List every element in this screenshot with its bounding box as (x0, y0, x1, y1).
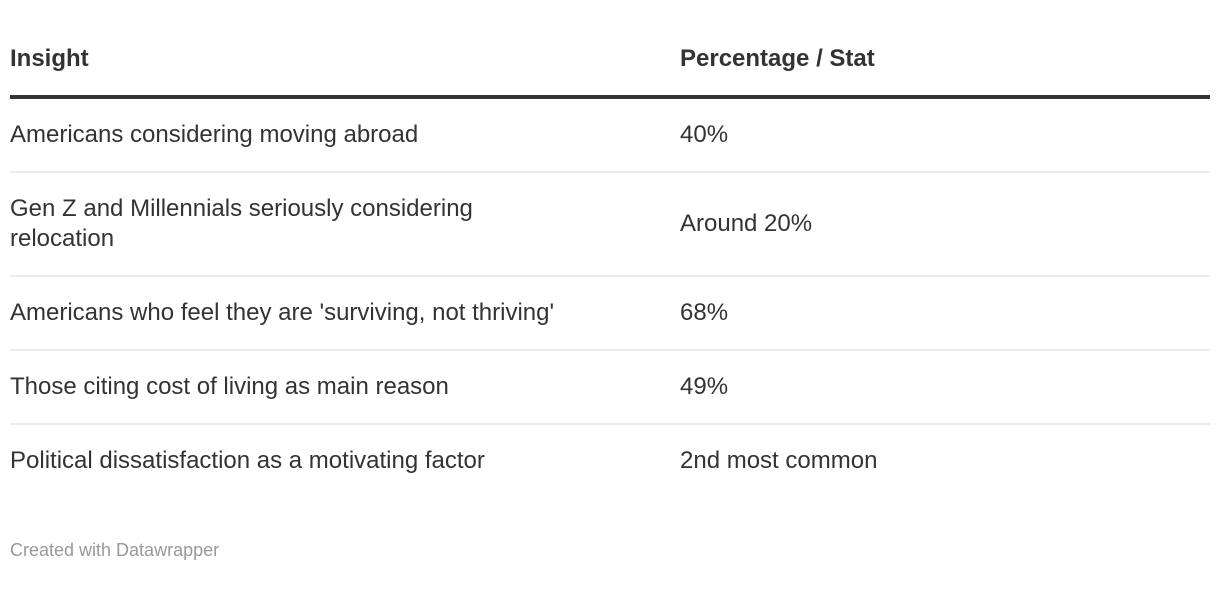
cell-stat: 49% (680, 350, 1210, 425)
table-row: Gen Z and Millennials seriously consider… (10, 172, 1210, 277)
cell-insight: Gen Z and Millennials seriously consider… (10, 172, 680, 277)
cell-insight: Americans who feel they are 'surviving, … (10, 276, 680, 351)
cell-insight: Americans considering moving abroad (10, 97, 680, 173)
table-row: Americans who feel they are 'surviving, … (10, 276, 1210, 351)
cell-insight: Those citing cost of living as main reas… (10, 350, 680, 425)
cell-stat: 68% (680, 276, 1210, 351)
column-header-stat: Percentage / Stat (680, 0, 1210, 99)
insights-table: Insight Percentage / Stat Americans cons… (10, 0, 1210, 497)
cell-stat: 40% (680, 97, 1210, 173)
cell-insight: Political dissatisfaction as a motivatin… (10, 447, 485, 474)
cell-stat: Around 20% (680, 172, 1210, 277)
table-row: Political dissatisfaction as a motivatin… (10, 424, 1210, 497)
table-row: Those citing cost of living as main reas… (10, 350, 1210, 425)
column-header-insight: Insight (10, 0, 680, 99)
table-row: Americans considering moving abroad 40% (10, 97, 1210, 173)
datawrapper-attribution-link[interactable]: Created with Datawrapper (10, 540, 220, 560)
cell-stat: 2nd most common (680, 447, 878, 474)
datawrapper-table-container: Insight Percentage / Stat Americans cons… (10, 0, 1210, 560)
header-row: Insight Percentage / Stat (10, 0, 1210, 99)
